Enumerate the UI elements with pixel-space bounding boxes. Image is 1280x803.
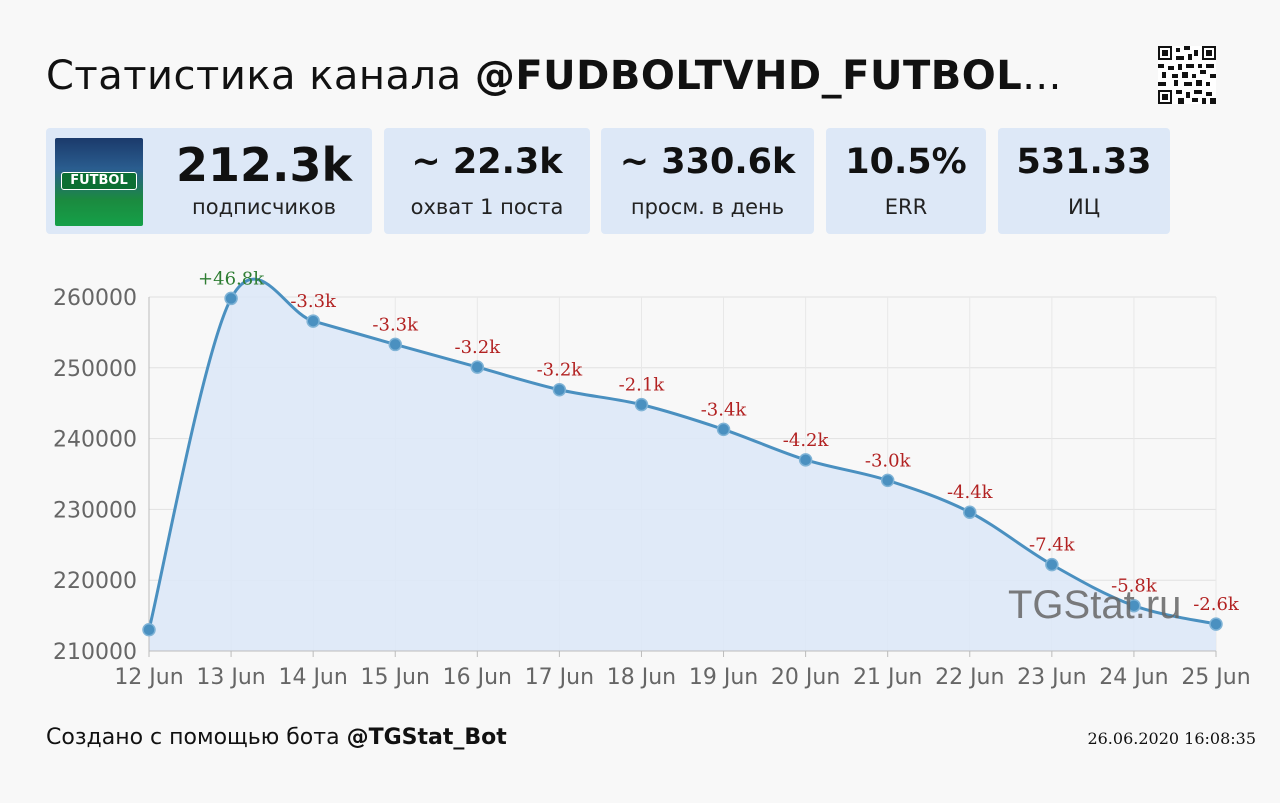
daily-views-label: просм. в день [630, 195, 785, 219]
x-tick-label: 12 Jun [114, 665, 183, 690]
y-tick-label: 260000 [53, 286, 137, 311]
data-label: -7.4k [1029, 535, 1076, 556]
data-point [388, 337, 402, 352]
daily-views-value: ~ 330.6k [619, 142, 796, 182]
subscribers-label: подписчиков [192, 195, 336, 219]
data-point [552, 382, 567, 397]
x-tick-label: 15 Jun [361, 665, 430, 690]
x-tick-label: 17 Jun [525, 665, 594, 690]
qr-code-icon [1158, 46, 1216, 104]
data-label: -4.2k [783, 430, 830, 451]
footer-prefix: Создано с помощью бота [46, 725, 347, 750]
y-tick-label: 210000 [53, 640, 137, 665]
page-title: Статистика канала @FUDBOLTVHD_FUTBOL... [46, 50, 1062, 102]
data-point [798, 453, 813, 467]
err-value: 10.5% [845, 142, 967, 182]
channel-avatar: FUTBOL [55, 138, 143, 226]
reach-value: ~ 22.3k [411, 142, 563, 182]
x-tick-label: 21 Jun [853, 665, 922, 690]
channel-name: @FUDBOLTVHD_FUTBOL [474, 53, 1023, 99]
x-tick-label: 20 Jun [771, 665, 840, 690]
y-tick-label: 250000 [53, 357, 137, 382]
data-point [963, 505, 977, 519]
data-label: -3.3k [372, 314, 419, 335]
data-point [1045, 557, 1059, 572]
reach-card: ~ 22.3k охват 1 поста [384, 128, 590, 234]
watermark: TGStat.ru [1008, 583, 1182, 627]
data-point [634, 397, 649, 412]
data-point [306, 314, 320, 328]
x-tick-label: 19 Jun [689, 665, 758, 690]
data-label: -2.6k [1193, 594, 1240, 615]
footer-credit: Создано с помощью бота @TGStat_Bot [46, 724, 507, 752]
err-label: ERR [884, 195, 928, 219]
y-tick-label: 240000 [53, 428, 137, 453]
data-point [142, 623, 156, 637]
x-tick-label: 25 Jun [1181, 665, 1250, 690]
data-label: -3.2k [537, 360, 584, 381]
data-label: -3.0k [865, 450, 912, 471]
title-ellipsis: ... [1022, 53, 1062, 99]
data-label: +46.8k [198, 268, 265, 289]
err-card: 10.5% ERR [826, 128, 986, 234]
data-label: -3.2k [454, 337, 501, 358]
reach-label: охват 1 поста [410, 195, 564, 219]
daily-views-card: ~ 330.6k просм. в день [601, 128, 814, 234]
data-point [1209, 617, 1223, 631]
data-label: -2.1k [619, 375, 666, 396]
bot-link[interactable]: @TGStat_Bot [346, 725, 507, 750]
x-tick-label: 14 Jun [278, 665, 347, 690]
data-label: -3.4k [701, 399, 748, 420]
citation-index-label: ИЦ [1067, 195, 1100, 219]
x-tick-label: 13 Jun [196, 665, 265, 690]
subscribers-card: FUTBOL 212.3k подписчиков [46, 128, 372, 234]
citation-index-card: 531.33 ИЦ [998, 128, 1170, 234]
y-tick-label: 230000 [53, 498, 137, 523]
title-prefix: Статистика канала [46, 53, 475, 99]
timestamp: 26.06.2020 16:08:35 [1087, 729, 1256, 748]
x-tick-label: 22 Jun [935, 665, 1004, 690]
x-tick-label: 24 Jun [1099, 665, 1168, 690]
x-tick-label: 23 Jun [1017, 665, 1086, 690]
x-tick-label: 16 Jun [443, 665, 512, 690]
citation-index-value: 531.33 [1016, 142, 1152, 182]
data-point [716, 422, 731, 437]
subscribers-value: 212.3k [175, 138, 353, 192]
data-point [880, 473, 895, 488]
data-point [470, 360, 485, 374]
avatar-logo-text: FUTBOL [61, 172, 137, 190]
data-label: -3.3k [290, 291, 337, 312]
x-tick-label: 18 Jun [607, 665, 676, 690]
series-line [147, 277, 1217, 631]
data-label: -4.4k [947, 482, 994, 503]
y-tick-label: 220000 [53, 569, 137, 594]
data-point [224, 291, 238, 306]
